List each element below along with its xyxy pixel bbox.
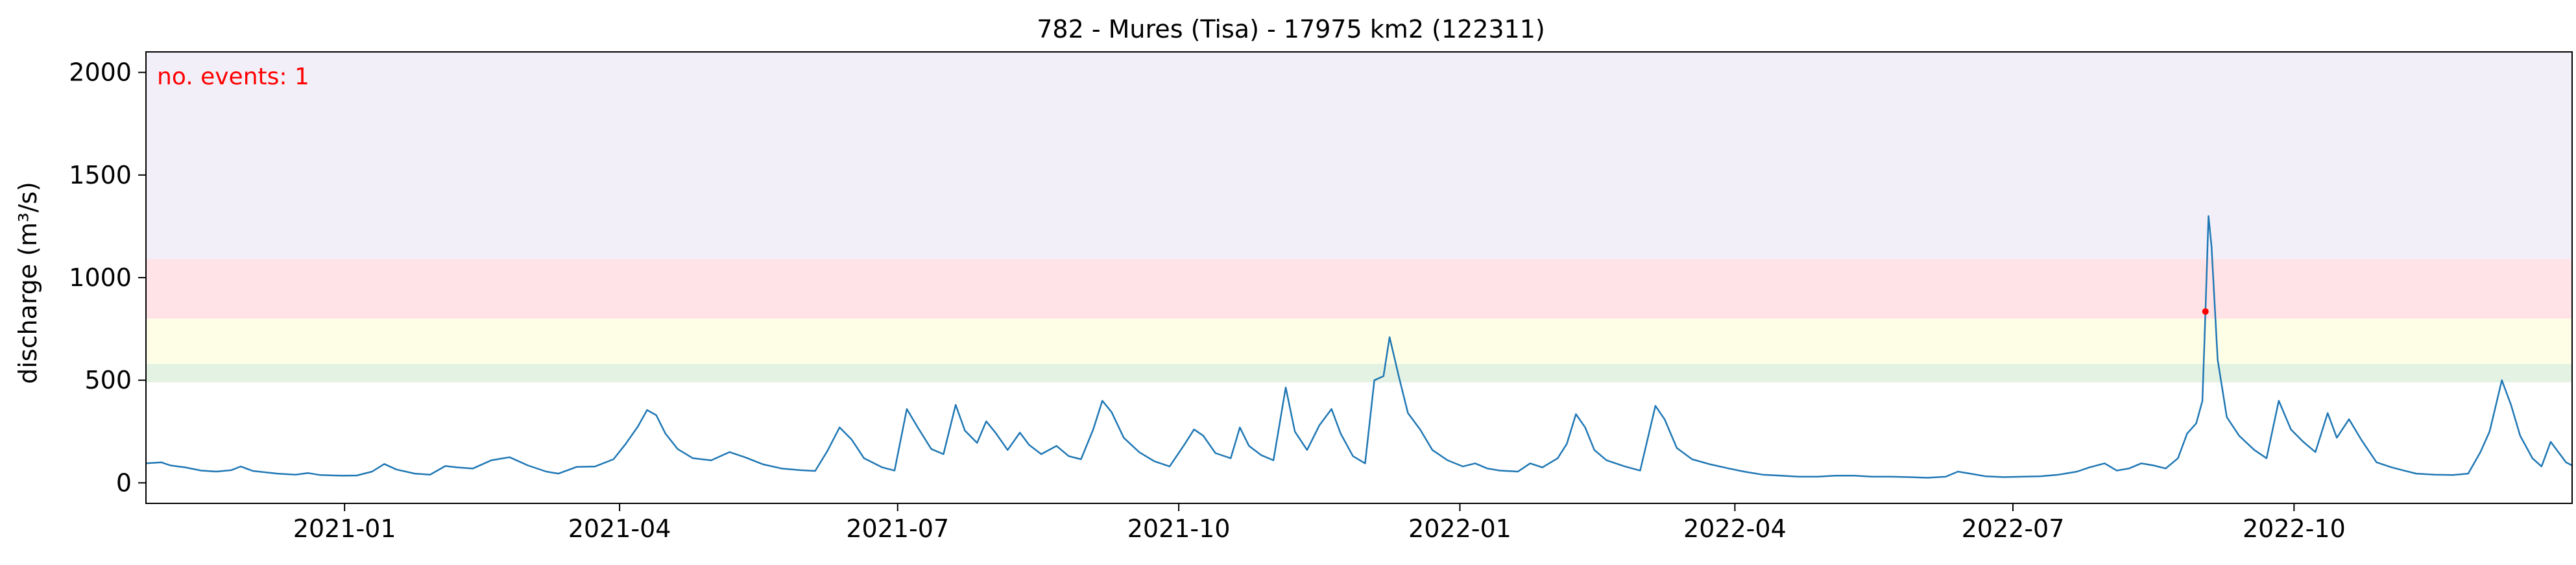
x-tick-label: 2022-04 — [1683, 514, 1787, 543]
y-tick-label: 2000 — [69, 58, 132, 87]
x-tick-label: 2022-07 — [1962, 514, 2065, 543]
x-tick-label: 2021-07 — [846, 514, 949, 543]
y-axis-label: discharge (m³/s) — [14, 182, 42, 384]
y-tick-label: 1000 — [69, 263, 132, 292]
chart-title: 782 - Mures (Tisa) - 17975 km2 (122311) — [1037, 15, 1545, 43]
y-tick-label: 0 — [116, 468, 132, 497]
events-annotation: no. events: 1 — [157, 64, 309, 90]
x-tick-label: 2021-01 — [293, 514, 396, 543]
threshold-band — [146, 364, 2572, 382]
x-tick-label: 2022-10 — [2243, 514, 2346, 543]
event-marker — [2202, 308, 2209, 315]
threshold-band — [146, 259, 2572, 319]
y-tick-label: 500 — [84, 366, 132, 394]
threshold-band — [146, 319, 2572, 364]
y-tick-label: 1500 — [69, 161, 132, 189]
x-tick-label: 2022-01 — [1408, 514, 1511, 543]
x-tick-label: 2021-04 — [568, 514, 671, 543]
x-tick-label: 2021-10 — [1127, 514, 1231, 543]
